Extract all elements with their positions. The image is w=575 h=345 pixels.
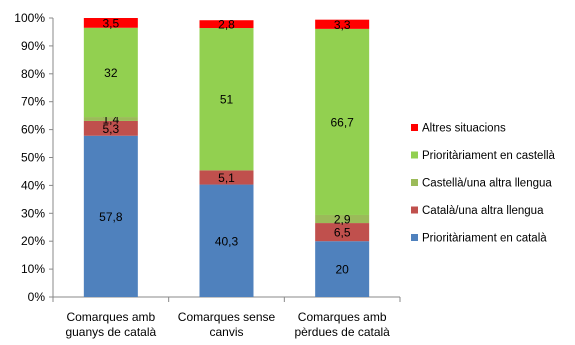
- bar-segment: [315, 223, 370, 242]
- y-tick-label: 80%: [21, 67, 45, 81]
- data-label: 2,9: [334, 213, 351, 227]
- data-label: 5,1: [218, 171, 235, 185]
- legend-label: Prioritàriament en català: [422, 233, 547, 245]
- legend-label: Català/una altra llengua: [422, 205, 544, 217]
- y-tick-label: 50%: [21, 151, 45, 165]
- category-label: guanys de català: [65, 325, 156, 339]
- legend-swatch: [411, 206, 418, 214]
- data-label: 20: [335, 263, 349, 277]
- bar-segment: [83, 117, 138, 121]
- data-label: 6,5: [334, 226, 351, 240]
- y-tick-label: 20%: [21, 234, 45, 248]
- data-label: 66,7: [330, 115, 354, 129]
- data-label: 57,8: [99, 210, 123, 224]
- legend-swatch: [411, 124, 418, 131]
- category-label: canvis: [209, 325, 243, 339]
- y-tick-label: 30%: [21, 206, 45, 220]
- bar-segment: [315, 214, 370, 224]
- y-tick-label: 90%: [21, 39, 45, 53]
- data-label: 3,3: [334, 18, 351, 32]
- bar-segment: [315, 28, 370, 215]
- y-tick-label: 40%: [21, 178, 45, 192]
- legend-label: Altres situacions: [422, 123, 506, 135]
- data-label: 51: [220, 93, 234, 107]
- bar-segment: [199, 184, 254, 297]
- legend-swatch: [411, 179, 418, 186]
- data-label: 5,3: [102, 122, 119, 136]
- bar-segment: [315, 241, 370, 297]
- bar-segment: [83, 135, 138, 297]
- bar-segment: [83, 18, 138, 28]
- legend-label: Prioritàriament en castellà: [422, 150, 556, 162]
- legend-swatch: [411, 151, 418, 159]
- legend-label: Castellà/una altra llengua: [422, 178, 552, 190]
- category-label: Comarques amb: [66, 310, 155, 324]
- category-label: Comarques sense: [178, 310, 276, 324]
- data-label: 3,5: [102, 16, 119, 30]
- category-label: Comarques amb: [298, 310, 387, 324]
- bar-segment: [199, 170, 254, 185]
- bar-segment: [199, 20, 254, 29]
- bar-segment: [199, 28, 254, 171]
- y-tick-label: 10%: [21, 262, 45, 276]
- y-tick-label: 100%: [14, 11, 45, 25]
- data-label: 32: [104, 66, 118, 80]
- y-tick-label: 60%: [21, 123, 45, 137]
- legend-swatch: [411, 234, 418, 241]
- bar-segment: [83, 120, 138, 136]
- y-tick-label: 70%: [21, 95, 45, 109]
- y-tick-label: 0%: [28, 290, 46, 304]
- category-label: pèrdues de català: [294, 325, 390, 339]
- bar-segment: [83, 27, 138, 118]
- data-label: 40,3: [215, 234, 239, 248]
- bar-segment: [315, 19, 370, 29]
- data-label: 2,8: [218, 18, 235, 32]
